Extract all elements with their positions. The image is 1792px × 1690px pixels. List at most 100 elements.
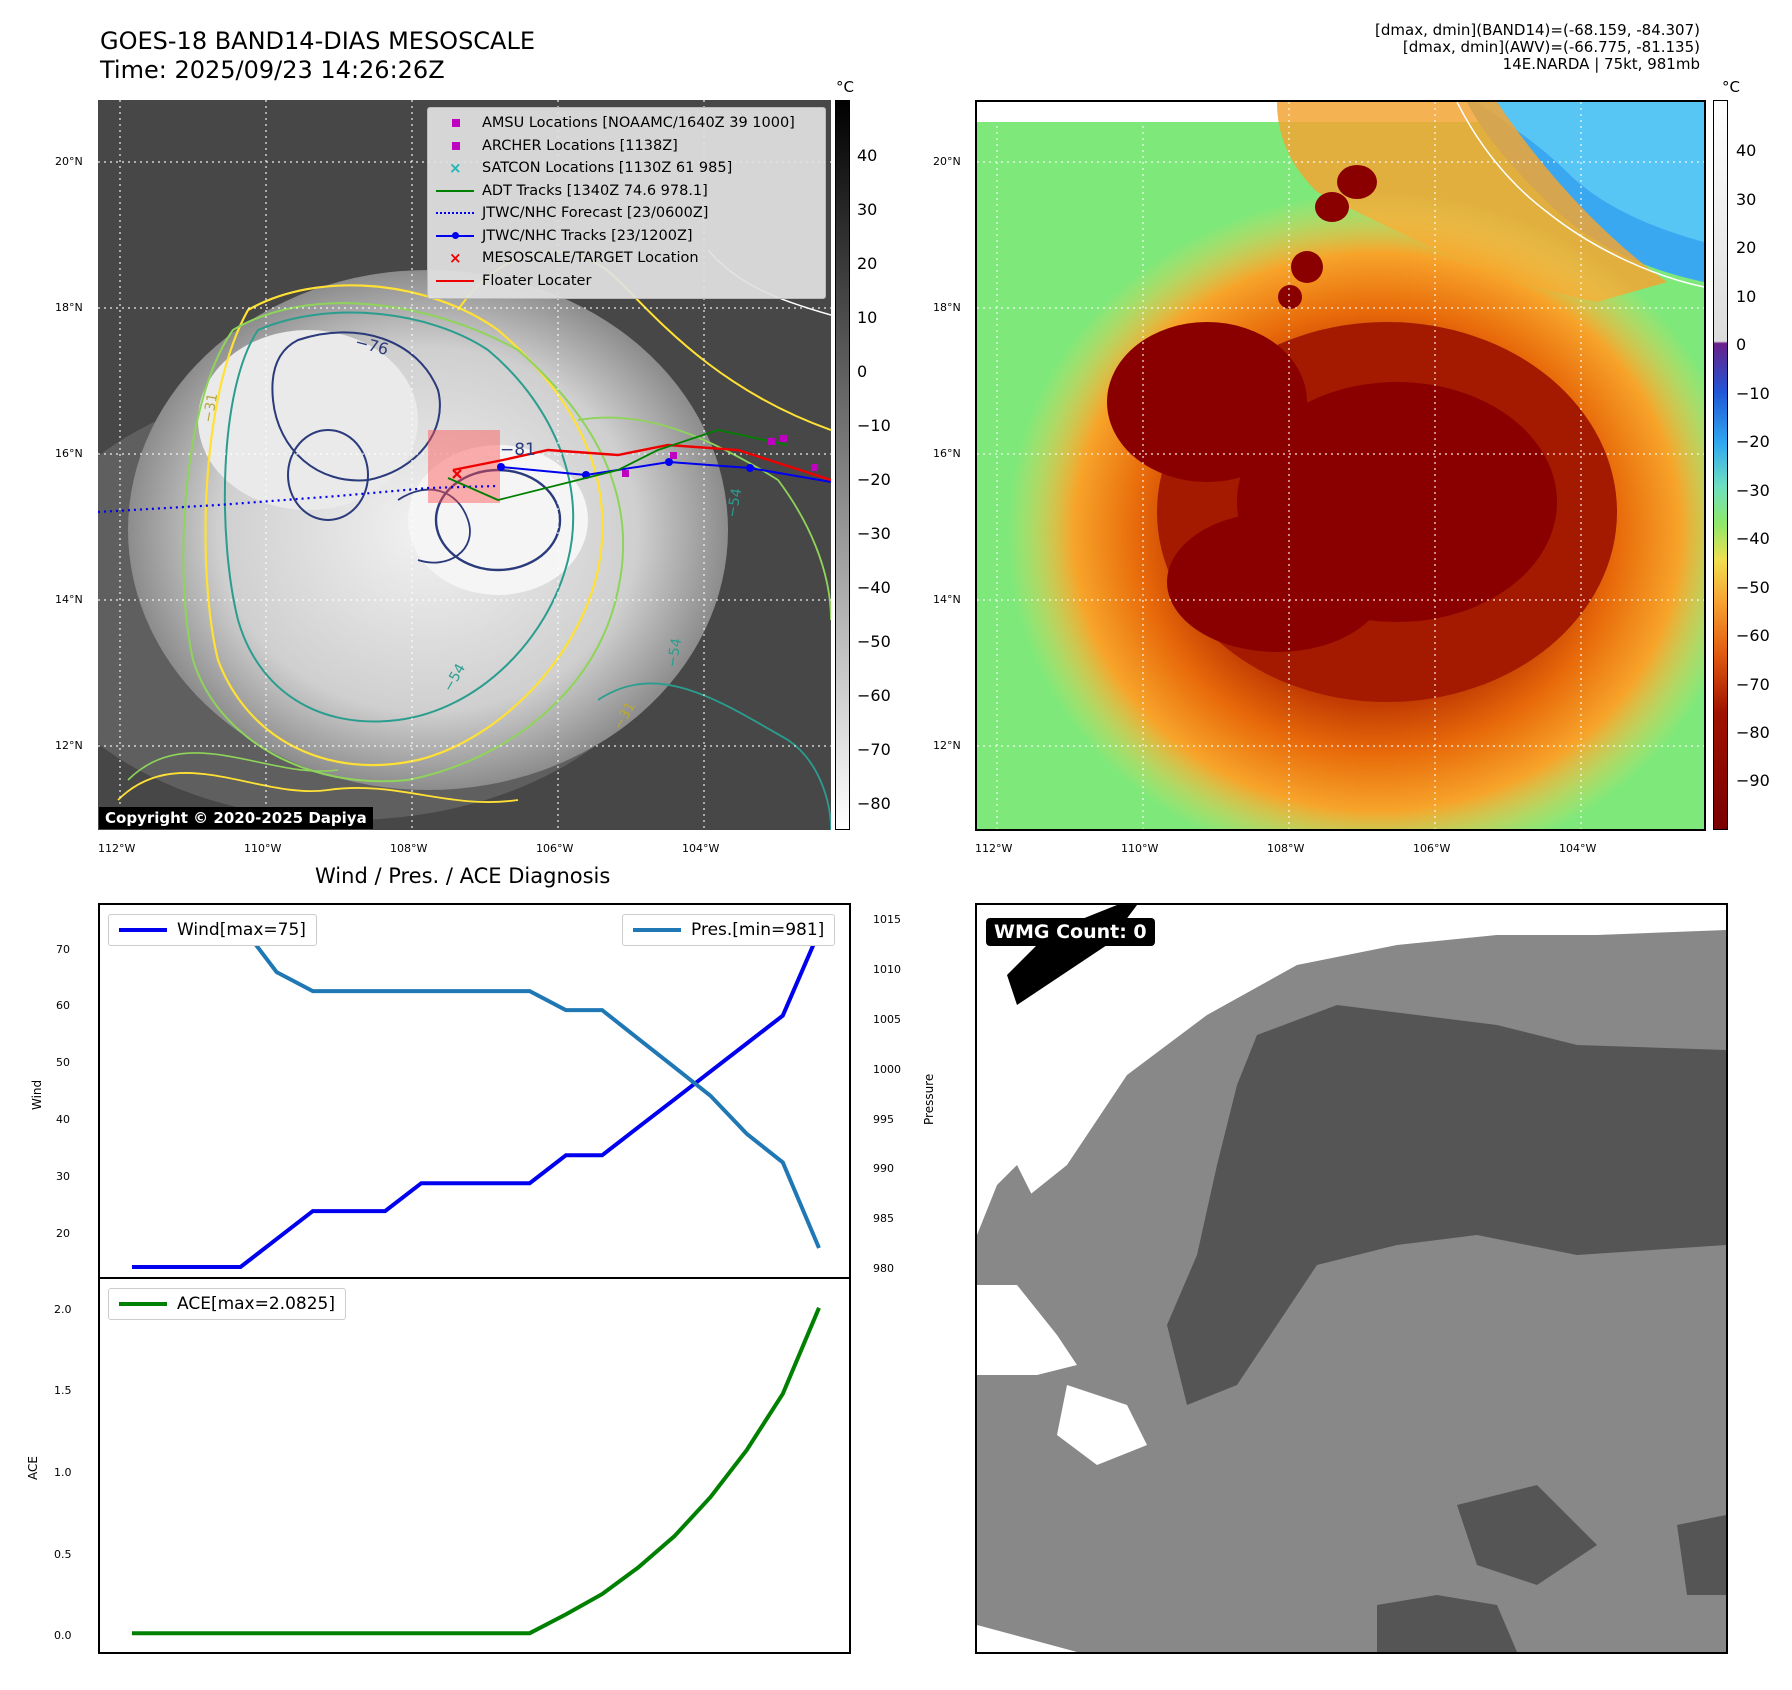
wind-tick: 30 xyxy=(56,1170,70,1183)
wind-series-line xyxy=(132,931,821,1269)
square-marker-icon xyxy=(436,139,474,153)
colorbar-tick: −40 xyxy=(1736,529,1770,548)
colorbar-tick: −50 xyxy=(1736,578,1770,597)
ace-tick: 2.0 xyxy=(54,1303,72,1316)
wind-tick: 20 xyxy=(56,1227,70,1240)
legend-item-target: × MESOSCALE/TARGET Location xyxy=(436,247,815,270)
map-legend: AMSU Locations [NOAAMC/1640Z 39 1000] AR… xyxy=(427,107,826,299)
stats-block: [dmax, dmin](BAND14)=(-68.159, -84.307) … xyxy=(1375,22,1700,73)
pressure-legend: Pres.[min=981] xyxy=(622,914,836,946)
lat-tick-left: 18°N xyxy=(55,301,83,314)
square-marker-icon xyxy=(436,116,474,130)
legend-item-tracks: JTWC/NHC Tracks [23/1200Z] xyxy=(436,225,815,248)
copyright-label: Copyright © 2020-2025 Dapiya xyxy=(99,807,373,829)
ace-legend: ACE[max=2.0825] xyxy=(108,1288,346,1320)
pressure-tick: 990 xyxy=(873,1162,894,1175)
colorbar-tick: −40 xyxy=(857,578,891,597)
band14-range: [dmax, dmin](BAND14)=(-68.159, -84.307) xyxy=(1375,21,1700,39)
pressure-tick: 1010 xyxy=(873,963,901,976)
dotted-line-icon xyxy=(436,206,474,220)
lat-tick-left: 20°N xyxy=(55,155,83,168)
lon-tick-left: 112°W xyxy=(98,842,136,855)
ace-tick: 1.5 xyxy=(54,1384,72,1397)
lat-tick-right: 18°N xyxy=(933,301,961,314)
colorbar-tick: 40 xyxy=(1736,141,1757,160)
pressure-legend-line xyxy=(633,928,681,932)
legend-item-amsu: AMSU Locations [NOAAMC/1640Z 39 1000] xyxy=(436,112,815,135)
lon-tick-left: 110°W xyxy=(244,842,282,855)
colorbar-left xyxy=(835,100,850,830)
ir-map-right xyxy=(975,100,1706,831)
colorbar-tick: −50 xyxy=(857,632,891,651)
colorbar-tick: −10 xyxy=(1736,384,1770,403)
wind-tick: 50 xyxy=(56,1056,70,1069)
colorbar-right xyxy=(1713,100,1728,830)
ace-tick: 0.5 xyxy=(54,1548,72,1561)
awv-range: [dmax, dmin](AWV)=(-66.775, -81.135) xyxy=(1402,38,1700,56)
ace-plot xyxy=(132,1307,821,1636)
ace-series-line xyxy=(132,1307,821,1636)
diagnosis-title: Wind / Pres. / ACE Diagnosis xyxy=(315,864,611,888)
colorbar-tick: 0 xyxy=(1736,335,1747,354)
ace-tick: 0.0 xyxy=(54,1629,72,1642)
pressure-tick: 995 xyxy=(873,1113,894,1126)
legend-item-archer: ARCHER Locations [1138Z] xyxy=(436,135,815,158)
colorbar-tick: −90 xyxy=(1736,771,1770,790)
lat-tick-right: 20°N xyxy=(933,155,961,168)
colorbar-tick: −80 xyxy=(1736,723,1770,742)
legend-item-forecast: JTWC/NHC Forecast [23/0600Z] xyxy=(436,202,815,225)
lat-tick-left: 14°N xyxy=(55,593,83,606)
colorbar-tick: 20 xyxy=(857,254,878,273)
legend-item-adt: ADT Tracks [1340Z 74.6 978.1] xyxy=(436,180,815,203)
lat-tick-right: 16°N xyxy=(933,447,961,460)
pressure-series-line xyxy=(132,922,821,1249)
wind-tick: 60 xyxy=(56,999,70,1012)
page-title: GOES-18 BAND14-DIAS MESOSCALE xyxy=(100,27,536,55)
subplot-divider xyxy=(98,1277,851,1279)
colorbar-tick: −10 xyxy=(857,416,891,435)
colorbar-tick: −20 xyxy=(1736,432,1770,451)
storm-info: 14E.NARDA | 75kt, 981mb xyxy=(1502,55,1700,73)
colorbar-tick: −70 xyxy=(1736,675,1770,694)
pressure-tick: 1015 xyxy=(873,913,901,926)
lon-tick-right: 112°W xyxy=(975,842,1013,855)
wmg-count-badge: WMG Count: 0 xyxy=(986,918,1155,946)
timestamp: Time: 2025/09/23 14:26:26Z xyxy=(100,56,445,84)
pressure-tick: 980 xyxy=(873,1262,894,1275)
pressure-tick: 1000 xyxy=(873,1063,901,1076)
x-marker-icon: × xyxy=(449,249,462,268)
pressure-tick: 985 xyxy=(873,1212,894,1225)
colorbar-tick: 10 xyxy=(1736,287,1757,306)
lat-tick-left: 12°N xyxy=(55,739,83,752)
lat-tick-left: 16°N xyxy=(55,447,83,460)
wind-pressure-plot xyxy=(132,922,821,1269)
lon-tick-right: 104°W xyxy=(1559,842,1597,855)
colorbar-tick: 30 xyxy=(857,200,878,219)
x-marker-icon: × xyxy=(449,159,462,178)
wind-tick: 40 xyxy=(56,1113,70,1126)
colorbar-tick: 20 xyxy=(1736,238,1757,257)
colorbar-tick: −60 xyxy=(1736,626,1770,645)
colorbar-tick: 10 xyxy=(857,308,878,327)
colorbar-unit-left: °C xyxy=(836,78,854,96)
line-dot-icon xyxy=(436,229,474,243)
colorbar-tick: −30 xyxy=(857,524,891,543)
colorbar-tick: 30 xyxy=(1736,190,1757,209)
ace-tick: 1.0 xyxy=(54,1466,72,1479)
lon-tick-right: 106°W xyxy=(1413,842,1451,855)
colorbar-tick: −20 xyxy=(857,470,891,489)
colorbar-tick: 40 xyxy=(857,146,878,165)
wind-tick: 70 xyxy=(56,943,70,956)
wind-legend-line xyxy=(119,928,167,932)
lon-tick-left: 106°W xyxy=(536,842,574,855)
lat-tick-right: 12°N xyxy=(933,739,961,752)
colorbar-tick: −70 xyxy=(857,740,891,759)
colorbar-unit-right: °C xyxy=(1722,78,1740,96)
colorbar-tick: −80 xyxy=(857,794,891,813)
lon-tick-right: 108°W xyxy=(1267,842,1305,855)
ace-axis-label: ACE xyxy=(26,1456,40,1480)
ace-legend-line xyxy=(119,1302,167,1306)
pressure-axis-label: Pressure xyxy=(922,1073,936,1125)
line-marker-icon xyxy=(436,274,474,288)
legend-item-floater: Floater Locater xyxy=(436,270,815,293)
